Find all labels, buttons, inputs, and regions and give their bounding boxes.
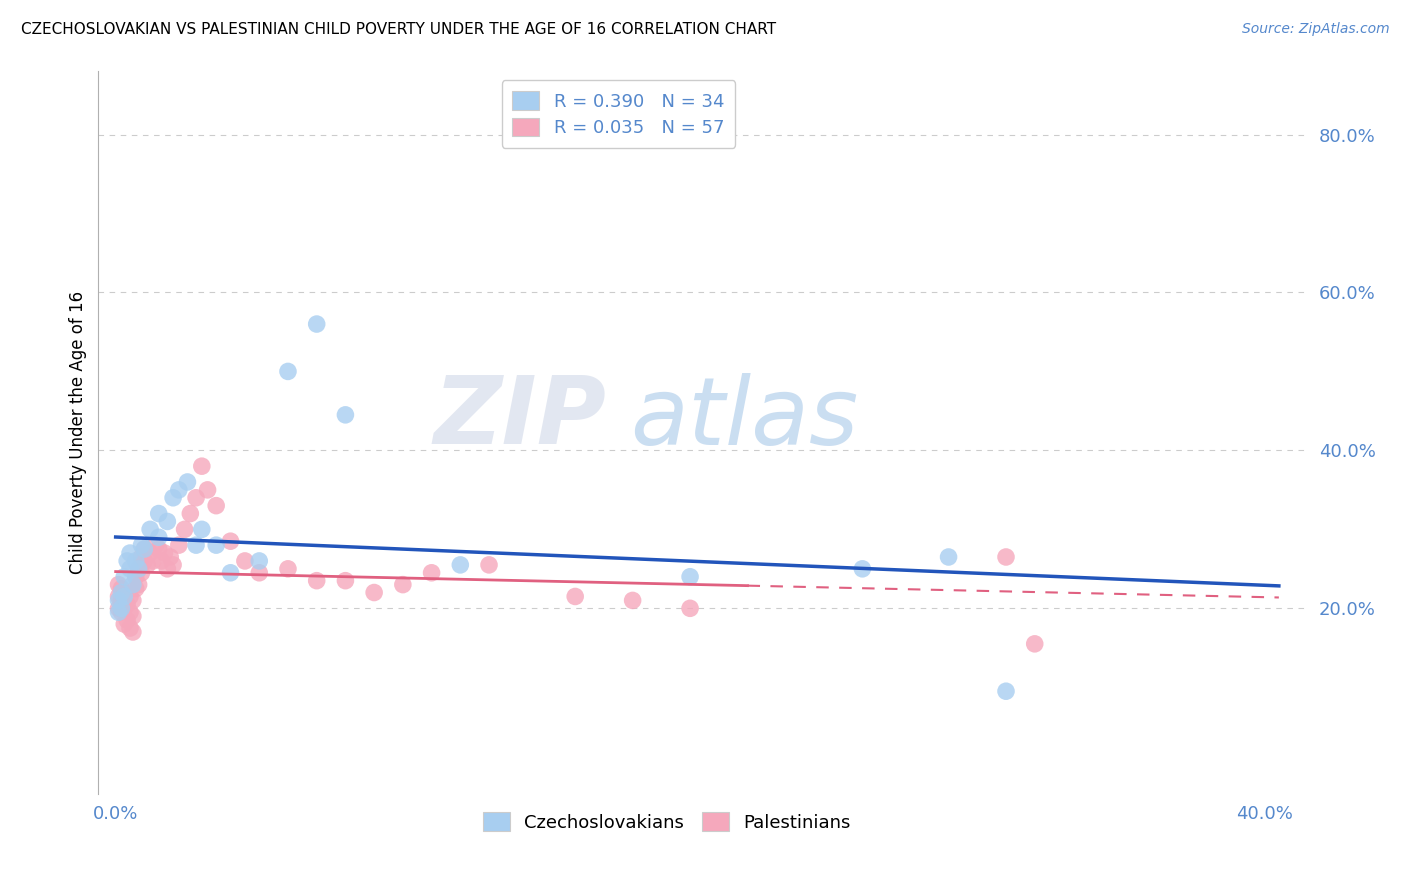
Point xyxy=(153,546,176,560)
Point xyxy=(115,613,138,627)
Point xyxy=(110,582,132,596)
Point xyxy=(247,566,270,580)
Point xyxy=(128,577,150,591)
Point xyxy=(148,530,170,544)
Point xyxy=(305,574,328,588)
Point xyxy=(162,558,184,572)
Point xyxy=(335,574,357,588)
Point xyxy=(184,491,207,505)
Point xyxy=(115,598,138,612)
Point xyxy=(122,593,145,607)
Point xyxy=(995,549,1018,564)
Point xyxy=(363,585,385,599)
Legend: Czechoslovakians, Palestinians: Czechoslovakians, Palestinians xyxy=(475,805,858,839)
Point xyxy=(156,515,179,529)
Point xyxy=(277,364,299,378)
Point xyxy=(335,408,357,422)
Point xyxy=(142,554,165,568)
Point xyxy=(115,554,138,568)
Point xyxy=(148,507,170,521)
Point xyxy=(420,566,443,580)
Point xyxy=(131,549,153,564)
Point xyxy=(128,562,150,576)
Point xyxy=(134,542,156,557)
Point xyxy=(110,605,132,619)
Point xyxy=(247,554,270,568)
Point xyxy=(173,522,195,536)
Point xyxy=(118,562,141,576)
Point xyxy=(449,558,471,572)
Point xyxy=(107,601,129,615)
Point xyxy=(110,601,132,615)
Point xyxy=(184,538,207,552)
Point xyxy=(118,590,141,604)
Point xyxy=(122,625,145,640)
Point xyxy=(118,621,141,635)
Y-axis label: Child Poverty Under the Age of 16: Child Poverty Under the Age of 16 xyxy=(69,291,87,574)
Point xyxy=(112,590,135,604)
Point xyxy=(219,534,242,549)
Point xyxy=(1024,637,1046,651)
Point xyxy=(197,483,219,497)
Text: atlas: atlas xyxy=(630,373,859,464)
Text: Source: ZipAtlas.com: Source: ZipAtlas.com xyxy=(1241,22,1389,37)
Point xyxy=(148,542,170,557)
Point xyxy=(305,317,328,331)
Point xyxy=(112,601,135,615)
Point xyxy=(112,570,135,584)
Point xyxy=(134,554,156,568)
Point xyxy=(564,590,586,604)
Point xyxy=(110,585,132,599)
Point xyxy=(167,483,190,497)
Point xyxy=(179,507,201,521)
Point xyxy=(219,566,242,580)
Point xyxy=(277,562,299,576)
Text: CZECHOSLOVAKIAN VS PALESTINIAN CHILD POVERTY UNDER THE AGE OF 16 CORRELATION CHA: CZECHOSLOVAKIAN VS PALESTINIAN CHILD POV… xyxy=(21,22,776,37)
Point xyxy=(233,554,256,568)
Point xyxy=(125,554,148,568)
Text: ZIP: ZIP xyxy=(433,372,606,464)
Point xyxy=(112,585,135,599)
Point xyxy=(118,605,141,619)
Point xyxy=(167,538,190,552)
Point xyxy=(159,549,181,564)
Point xyxy=(134,542,156,557)
Point xyxy=(679,601,702,615)
Point xyxy=(150,554,173,568)
Point xyxy=(938,549,960,564)
Point xyxy=(851,562,873,576)
Point xyxy=(122,609,145,624)
Point xyxy=(191,459,214,474)
Point xyxy=(112,617,135,632)
Point xyxy=(136,558,159,572)
Point xyxy=(139,546,162,560)
Point xyxy=(125,570,148,584)
Point xyxy=(107,577,129,591)
Point xyxy=(107,605,129,619)
Point xyxy=(128,562,150,576)
Point xyxy=(392,577,415,591)
Point xyxy=(139,522,162,536)
Point xyxy=(191,522,214,536)
Point xyxy=(205,499,228,513)
Point xyxy=(679,570,702,584)
Point xyxy=(145,538,167,552)
Point xyxy=(156,562,179,576)
Point xyxy=(131,538,153,552)
Point xyxy=(118,546,141,560)
Point xyxy=(162,491,184,505)
Point xyxy=(131,566,153,580)
Point xyxy=(621,593,644,607)
Point xyxy=(176,475,198,489)
Point xyxy=(122,577,145,591)
Point xyxy=(107,590,129,604)
Point xyxy=(205,538,228,552)
Point xyxy=(478,558,501,572)
Point xyxy=(995,684,1018,698)
Point xyxy=(125,582,148,596)
Point xyxy=(107,593,129,607)
Point xyxy=(110,593,132,607)
